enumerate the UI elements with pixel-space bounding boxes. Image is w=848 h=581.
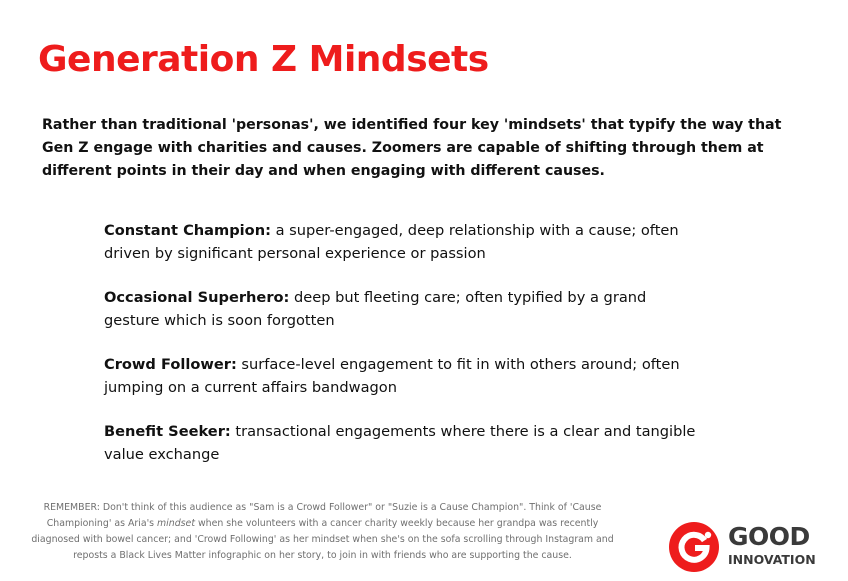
note-text-end: when she volunteers with a cancer charit… xyxy=(31,518,614,561)
logo-wordmark: GOOD INNOVATION xyxy=(728,524,816,568)
mindset-item: Constant Champion: a super-engaged, deep… xyxy=(104,219,704,265)
intro-paragraph: Rather than traditional 'personas', we i… xyxy=(42,117,782,179)
remember-note: REMEMBER: Don't think of this audience a… xyxy=(30,500,615,564)
mindset-description: deep but fleeting care; often typified b… xyxy=(104,289,647,329)
mindset-description: transactional engagements where there is… xyxy=(104,423,696,463)
page-title: Generation Z Mindsets xyxy=(38,39,489,80)
good-innovation-mark-icon xyxy=(669,522,719,572)
mindset-description: surface-level engagement to fit in with … xyxy=(104,356,680,396)
note-text-start: REMEMBER: Don't think of this audience a… xyxy=(43,502,602,529)
mindset-item: Crowd Follower: surface-level engagement… xyxy=(104,353,704,399)
note-emphasis: mindset xyxy=(157,518,196,529)
good-innovation-logo: GOOD INNOVATION xyxy=(668,521,828,573)
mindset-term: Benefit Seeker: xyxy=(104,423,231,440)
mindset-item: Occasional Superhero: deep but fleeting … xyxy=(104,286,704,332)
mindset-term: Occasional Superhero: xyxy=(104,289,290,306)
mindset-item: Benefit Seeker: transactional engagement… xyxy=(104,420,704,466)
logo-text-good: GOOD xyxy=(728,522,810,551)
mindset-term: Crowd Follower: xyxy=(104,356,237,373)
mindset-description: a super-engaged, deep relationship with … xyxy=(104,222,679,262)
mindsets-list: Constant Champion: a super-engaged, deep… xyxy=(104,219,704,487)
mindset-term: Constant Champion: xyxy=(104,222,271,239)
logo-text-innovation: INNOVATION xyxy=(728,552,816,567)
